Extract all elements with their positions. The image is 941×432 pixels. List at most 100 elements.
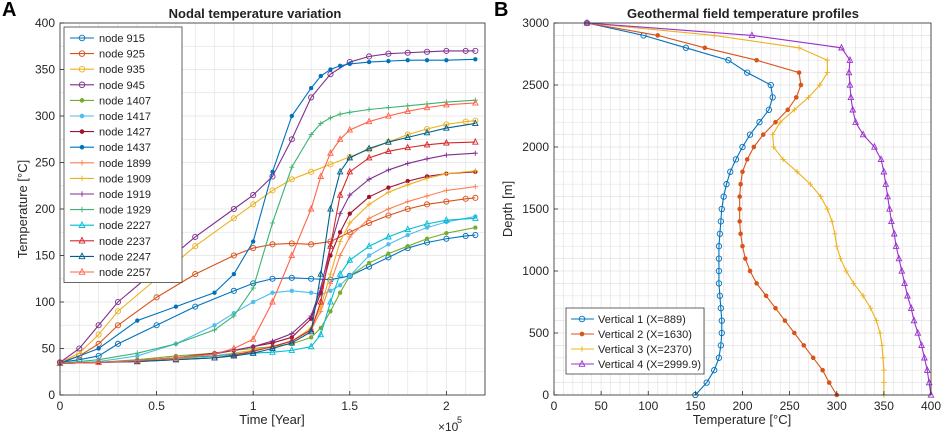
- data-point: [720, 193, 727, 200]
- data-point: [269, 220, 276, 226]
- y-tick-label: 2500: [522, 78, 549, 92]
- data-point: [308, 335, 314, 340]
- data-point: [230, 252, 237, 259]
- data-point: [769, 131, 776, 138]
- data-point: [347, 211, 352, 216]
- data-point: [405, 244, 410, 249]
- data-point: [443, 216, 450, 223]
- data-point: [114, 298, 122, 306]
- data-point: [740, 243, 745, 249]
- data-point: [365, 144, 373, 152]
- panel-letter-a: A: [2, 0, 16, 21]
- data-point: [95, 358, 102, 365]
- data-point: [336, 190, 344, 198]
- chart-a-x-ticks: 0 0.5 1 1.5 2: [57, 391, 450, 413]
- data-point: [791, 107, 798, 113]
- data-point: [423, 48, 431, 55]
- data-point: [327, 271, 334, 277]
- data-point: [385, 137, 392, 145]
- data-point: [914, 328, 922, 336]
- y-tick-label: 100: [35, 295, 55, 309]
- data-point: [918, 341, 926, 349]
- data-point: [462, 47, 469, 54]
- chart-b-y-ticks: 0 500 1000 1500 2000 2500 3000: [522, 16, 558, 402]
- x-tick-label: 0.5: [148, 399, 165, 413]
- data-point: [738, 181, 743, 187]
- data-point: [895, 254, 903, 262]
- data-point: [826, 380, 832, 385]
- series-line: [586, 22, 932, 396]
- data-point: [702, 45, 708, 51]
- data-point: [230, 351, 238, 359]
- data-point: [328, 309, 333, 314]
- data-point: [366, 253, 372, 258]
- legend-marker: [78, 34, 86, 42]
- data-point: [717, 305, 724, 312]
- data-point: [472, 184, 478, 190]
- series-line: [59, 99, 476, 364]
- data-point: [76, 345, 83, 352]
- data-point: [347, 109, 353, 115]
- data-point: [423, 140, 431, 148]
- data-point: [462, 232, 469, 240]
- data-point: [366, 53, 373, 60]
- legend-label: node 2237: [99, 236, 151, 248]
- chart-a-y-ticks: 0 50 100 150 200 250 300 350 400: [35, 16, 64, 402]
- legend-label: node 915: [99, 33, 145, 45]
- data-point: [884, 192, 892, 200]
- y-tick-label: 1500: [522, 202, 549, 216]
- data-point: [867, 305, 874, 311]
- legend-label: node 1899: [99, 158, 151, 170]
- data-point: [424, 58, 430, 63]
- data-point: [231, 271, 237, 277]
- data-point: [859, 130, 867, 138]
- data-point: [796, 70, 802, 75]
- data-point: [715, 267, 723, 275]
- y-tick-label: 250: [35, 156, 55, 170]
- data-point: [740, 169, 745, 175]
- legend-item: node 945: [70, 80, 145, 92]
- data-point: [444, 58, 449, 63]
- data-point: [386, 185, 391, 190]
- data-point: [250, 285, 256, 291]
- data-point: [473, 57, 478, 62]
- data-point: [472, 231, 479, 239]
- data-point: [886, 204, 893, 212]
- data-point: [308, 85, 314, 91]
- data-point: [346, 256, 354, 263]
- data-point: [423, 201, 431, 208]
- legend-label: node 1919: [99, 189, 151, 201]
- data-point: [327, 297, 334, 305]
- data-point: [444, 230, 449, 236]
- series-node-1437: [57, 57, 478, 366]
- data-point: [211, 327, 218, 333]
- data-point: [192, 243, 199, 250]
- data-point: [192, 233, 199, 240]
- data-point: [337, 238, 343, 245]
- y-tick-label: 0: [48, 388, 55, 402]
- legend-item: node 2257: [70, 267, 151, 279]
- data-point: [773, 119, 778, 125]
- data-point: [767, 81, 774, 89]
- x-tick-label: 350: [874, 399, 894, 413]
- data-point: [760, 132, 766, 137]
- data-point: [682, 44, 690, 51]
- data-point: [739, 143, 746, 151]
- data-point: [793, 95, 799, 100]
- data-point: [308, 94, 315, 101]
- data-point: [211, 349, 218, 357]
- y-tick-label: 2000: [522, 140, 549, 154]
- chart-b-legend: Vertical 1 (X=889) Vertical 2 (X=1630) Ver…: [565, 307, 705, 375]
- data-point: [824, 57, 831, 63]
- series-line: [59, 234, 476, 363]
- data-point: [405, 182, 411, 188]
- data-point: [269, 348, 276, 355]
- data-point: [925, 378, 933, 386]
- data-point: [230, 205, 237, 213]
- data-point: [192, 303, 199, 310]
- data-point: [346, 125, 354, 133]
- series-line: [59, 215, 476, 364]
- legend-marker: [79, 113, 85, 119]
- legend-item: node 2227: [70, 220, 151, 232]
